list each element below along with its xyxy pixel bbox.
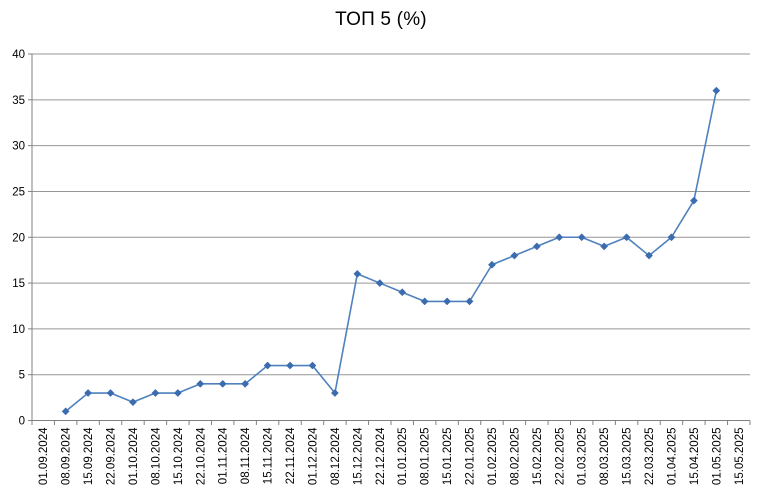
y-axis-label: 0 bbox=[19, 416, 25, 428]
x-axis-label: 22.11.2024 bbox=[285, 427, 297, 484]
data-point bbox=[600, 242, 609, 251]
data-point bbox=[398, 288, 407, 297]
x-axis-label: 15.10.2024 bbox=[173, 427, 185, 485]
data-point bbox=[375, 279, 384, 288]
data-point bbox=[173, 389, 182, 397]
y-axis-label: 35 bbox=[12, 95, 25, 107]
x-axis-label: 01.01.2025 bbox=[397, 428, 409, 486]
x-axis-label: 15.12.2024 bbox=[352, 427, 364, 485]
x-axis-label: 08.10.2024 bbox=[150, 427, 162, 485]
x-axis-label: 08.12.2024 bbox=[330, 427, 342, 485]
x-axis-label: 08.01.2025 bbox=[420, 428, 432, 486]
data-point bbox=[667, 233, 676, 242]
data-point bbox=[689, 196, 698, 205]
data-point bbox=[510, 251, 519, 260]
x-axis-label: 08.02.2025 bbox=[509, 428, 521, 486]
y-axis-label: 25 bbox=[12, 186, 25, 198]
data-point bbox=[532, 242, 541, 251]
data-point bbox=[61, 407, 70, 416]
y-axis-label: 5 bbox=[19, 370, 25, 382]
x-axis-label: 01.12.2024 bbox=[307, 427, 319, 485]
x-axis-label: 22.01.2025 bbox=[465, 428, 477, 486]
x-axis-label: 22.02.2025 bbox=[554, 428, 566, 486]
x-axis-label: 01.09.2024 bbox=[38, 427, 50, 485]
x-axis-label: 01.03.2025 bbox=[577, 428, 589, 486]
data-point bbox=[420, 297, 429, 306]
data-point bbox=[129, 398, 137, 407]
data-point bbox=[488, 260, 496, 269]
x-axis-label: 22.10.2024 bbox=[195, 427, 207, 485]
y-axis-label: 10 bbox=[12, 324, 25, 336]
x-axis-label: 15.09.2024 bbox=[83, 427, 95, 485]
x-axis-label: 22.12.2024 bbox=[375, 427, 387, 485]
series-line bbox=[65, 90, 718, 412]
data-point bbox=[645, 251, 653, 260]
x-axis-label: 15.05.2025 bbox=[734, 428, 746, 486]
data-point bbox=[465, 297, 474, 306]
x-axis-label: 15.11.2024 bbox=[263, 427, 275, 484]
chart-title: ТОП 5 (%) bbox=[335, 9, 427, 30]
data-point bbox=[353, 269, 362, 278]
data-point bbox=[84, 389, 93, 397]
data-point bbox=[263, 361, 272, 370]
data-point bbox=[308, 361, 317, 370]
x-axis-label: 15.02.2025 bbox=[532, 428, 544, 486]
data-point bbox=[712, 86, 721, 95]
x-axis-label: 01.11.2024 bbox=[218, 427, 230, 484]
data-point bbox=[151, 389, 160, 397]
x-axis-label: 15.01.2025 bbox=[442, 428, 454, 486]
data-point bbox=[555, 233, 564, 242]
x-axis-label: 01.04.2025 bbox=[666, 428, 678, 486]
data-point bbox=[241, 379, 250, 388]
data-point bbox=[196, 379, 205, 388]
data-point bbox=[330, 389, 339, 397]
x-axis-label: 01.10.2024 bbox=[128, 427, 140, 485]
y-axis-label: 30 bbox=[12, 141, 25, 153]
x-axis-label: 08.03.2025 bbox=[599, 428, 611, 486]
x-axis-label: 01.02.2025 bbox=[487, 428, 499, 486]
data-point bbox=[106, 389, 115, 397]
x-axis-label: 22.03.2025 bbox=[644, 428, 656, 486]
data-point bbox=[286, 361, 294, 370]
y-axis-label: 15 bbox=[12, 278, 25, 290]
data-point bbox=[443, 297, 452, 306]
x-axis-label: 15.03.2025 bbox=[622, 428, 634, 486]
x-axis-label: 08.09.2024 bbox=[61, 427, 73, 485]
x-axis-label: 08.11.2024 bbox=[240, 427, 252, 484]
y-axis-label: 20 bbox=[12, 232, 25, 244]
data-point bbox=[218, 379, 227, 388]
x-axis-label: 01.05.2025 bbox=[711, 428, 723, 486]
x-axis-label: 15.04.2025 bbox=[689, 428, 701, 486]
y-axis-label: 40 bbox=[12, 49, 25, 61]
data-point bbox=[577, 233, 586, 242]
data-point bbox=[622, 233, 631, 242]
x-axis-label: 22.09.2024 bbox=[106, 427, 118, 485]
